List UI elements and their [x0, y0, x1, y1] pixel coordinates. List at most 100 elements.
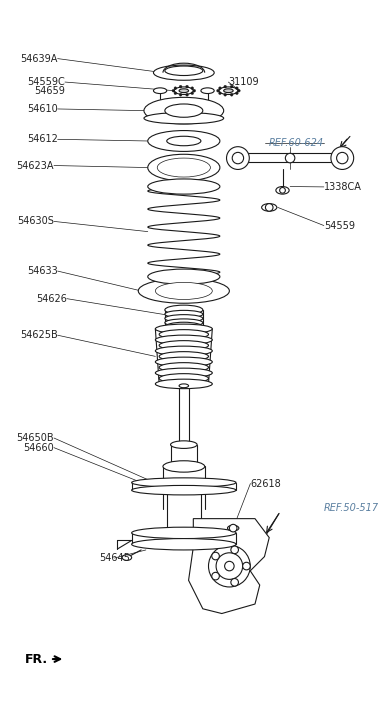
Ellipse shape	[132, 539, 236, 550]
Circle shape	[224, 93, 227, 96]
Ellipse shape	[171, 462, 197, 470]
Text: 54659: 54659	[34, 86, 65, 96]
Ellipse shape	[155, 335, 212, 345]
Circle shape	[179, 85, 182, 88]
Text: 54626: 54626	[36, 294, 67, 304]
Circle shape	[174, 92, 177, 95]
Ellipse shape	[169, 286, 199, 296]
Text: 54633: 54633	[27, 266, 58, 276]
Circle shape	[243, 562, 250, 570]
Ellipse shape	[144, 113, 224, 124]
Ellipse shape	[219, 87, 238, 95]
Text: FR.: FR.	[24, 653, 48, 666]
Text: 54612: 54612	[27, 134, 58, 144]
Ellipse shape	[122, 555, 132, 561]
Ellipse shape	[165, 322, 203, 332]
Ellipse shape	[174, 87, 194, 95]
Ellipse shape	[132, 527, 236, 539]
Circle shape	[238, 89, 240, 92]
Text: 54623A: 54623A	[16, 161, 54, 171]
Ellipse shape	[167, 162, 201, 173]
Ellipse shape	[201, 88, 214, 94]
Text: 62618: 62618	[250, 478, 281, 489]
Circle shape	[216, 553, 243, 579]
Text: REF.50-517: REF.50-517	[324, 503, 379, 513]
Circle shape	[337, 153, 348, 164]
Ellipse shape	[165, 66, 203, 76]
Ellipse shape	[148, 131, 220, 151]
Circle shape	[229, 524, 237, 532]
Ellipse shape	[138, 278, 229, 303]
Circle shape	[235, 92, 238, 95]
Ellipse shape	[179, 384, 188, 387]
Circle shape	[212, 572, 219, 580]
Text: REF.60-624: REF.60-624	[269, 137, 324, 148]
Circle shape	[212, 553, 219, 560]
Text: 54645: 54645	[99, 553, 130, 563]
Ellipse shape	[155, 346, 212, 356]
Ellipse shape	[155, 324, 212, 334]
Ellipse shape	[155, 379, 212, 389]
Ellipse shape	[159, 329, 209, 339]
Ellipse shape	[155, 368, 212, 377]
Circle shape	[280, 188, 285, 193]
Ellipse shape	[159, 363, 209, 372]
Circle shape	[231, 579, 238, 586]
Ellipse shape	[148, 179, 220, 194]
Ellipse shape	[155, 357, 212, 366]
Text: 54630S: 54630S	[17, 217, 54, 226]
Circle shape	[230, 93, 233, 96]
Ellipse shape	[179, 89, 188, 92]
Ellipse shape	[154, 65, 214, 80]
Ellipse shape	[132, 478, 236, 487]
Ellipse shape	[171, 441, 197, 449]
Bar	[238, 153, 342, 162]
Ellipse shape	[165, 104, 203, 117]
Ellipse shape	[159, 374, 209, 383]
Ellipse shape	[148, 154, 220, 181]
Ellipse shape	[165, 310, 203, 318]
Circle shape	[265, 204, 273, 212]
Text: 54639A: 54639A	[20, 54, 58, 63]
Text: 54559: 54559	[324, 220, 355, 230]
Ellipse shape	[228, 526, 239, 531]
Circle shape	[235, 87, 238, 89]
Bar	[132, 533, 236, 545]
Circle shape	[224, 561, 234, 571]
Circle shape	[186, 93, 188, 96]
Text: 54559C: 54559C	[27, 77, 65, 87]
Circle shape	[230, 85, 233, 88]
Circle shape	[219, 87, 221, 89]
Polygon shape	[188, 518, 269, 614]
Ellipse shape	[224, 89, 233, 92]
Ellipse shape	[167, 528, 201, 538]
Circle shape	[191, 87, 194, 89]
Circle shape	[219, 92, 221, 95]
Circle shape	[193, 89, 196, 92]
Text: 1338CA: 1338CA	[324, 182, 362, 192]
Text: 31109: 31109	[228, 77, 259, 87]
Text: 54625B: 54625B	[20, 330, 58, 340]
Ellipse shape	[148, 269, 220, 284]
Text: 54650B: 54650B	[16, 433, 54, 443]
Circle shape	[226, 147, 249, 169]
Ellipse shape	[155, 282, 212, 300]
Ellipse shape	[165, 315, 203, 322]
Circle shape	[209, 545, 250, 587]
Ellipse shape	[132, 486, 236, 495]
Circle shape	[172, 89, 175, 92]
Ellipse shape	[276, 187, 289, 194]
Ellipse shape	[262, 204, 277, 212]
Circle shape	[217, 89, 219, 92]
Circle shape	[285, 153, 295, 163]
Circle shape	[174, 87, 177, 89]
Circle shape	[331, 147, 354, 169]
Ellipse shape	[165, 319, 203, 326]
Text: 54610: 54610	[27, 104, 58, 114]
Circle shape	[179, 93, 182, 96]
Text: 54660: 54660	[23, 443, 54, 453]
Ellipse shape	[163, 461, 205, 472]
Circle shape	[231, 546, 238, 554]
Ellipse shape	[165, 305, 203, 315]
Ellipse shape	[154, 88, 167, 94]
